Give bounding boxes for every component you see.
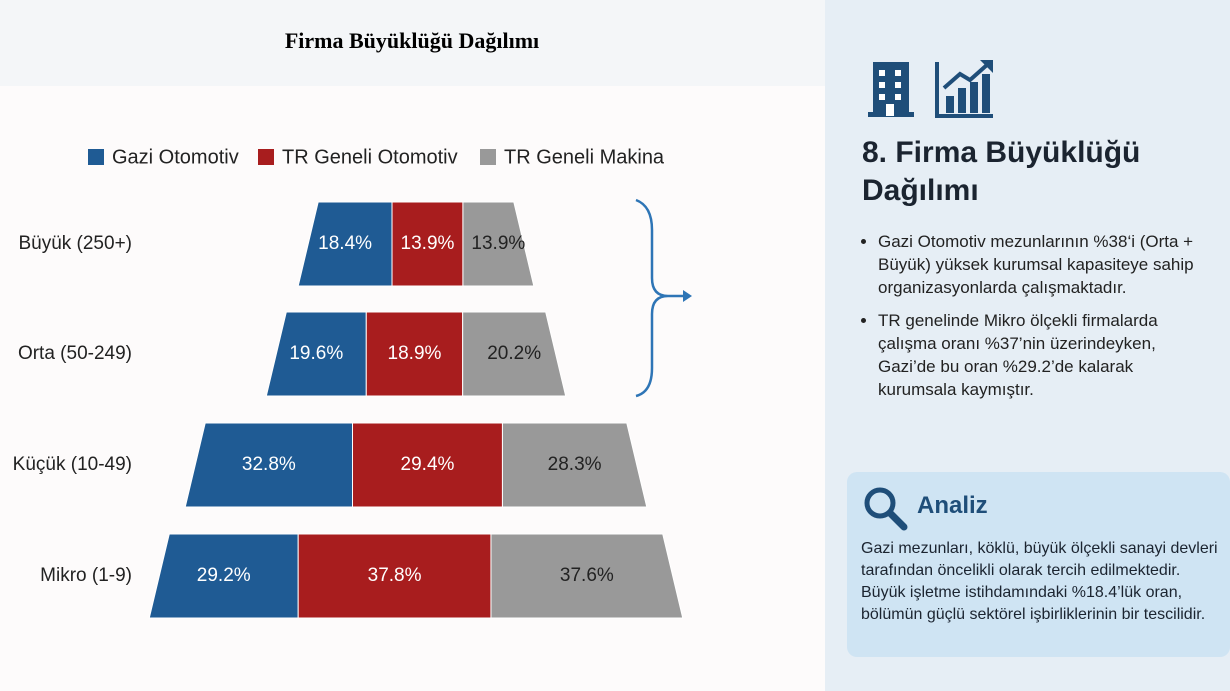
bar-segment — [501, 422, 648, 508]
bullet: Gazi Otomotiv mezunlarının %38‘i (Orta +… — [878, 230, 1208, 299]
value-label: 37.8% — [368, 565, 422, 586]
category-label: Mikro (1-9) — [40, 565, 132, 586]
bullet-list: Gazi Otomotiv mezunlarının %38‘i (Orta +… — [858, 230, 1208, 411]
analysis-text: Gazi mezunları, köklü, büyük ölçekli san… — [861, 540, 1218, 623]
analysis-title: Analiz — [917, 492, 988, 519]
category-label: Büyük (250+) — [18, 233, 132, 254]
search-icon — [864, 487, 908, 531]
value-label: 13.9% — [471, 233, 525, 254]
arrow-head — [683, 290, 692, 302]
legend-swatch — [88, 149, 104, 165]
value-label: 13.9% — [401, 233, 455, 254]
value-label: 19.6% — [289, 343, 343, 364]
category-label: Küçük (10-49) — [13, 454, 132, 475]
bar-segment — [462, 311, 567, 397]
analysis-box: Analiz Gazi mezunları, köklü, büyük ölçe… — [847, 472, 1230, 657]
building-windows — [879, 70, 901, 116]
legend-swatch — [480, 149, 496, 165]
value-label: 29.4% — [401, 454, 455, 475]
value-label: 37.6% — [560, 565, 614, 586]
value-label: 20.2% — [487, 343, 541, 364]
growth-icon — [935, 60, 993, 118]
bullet: TR genelinde Mikro ölçekli firmalarda ça… — [878, 309, 1208, 401]
legend-label: Gazi Otomotiv — [112, 146, 239, 168]
value-label: 18.4% — [318, 233, 372, 254]
bar-segment — [490, 533, 684, 619]
value-label: 18.9% — [388, 343, 442, 364]
legend-label: TR Geneli Makina — [504, 146, 665, 168]
legend-label: TR Geneli Otomotiv — [282, 146, 458, 168]
chart-title: Firma Büyüklüğü Dağılımı — [285, 28, 539, 53]
title-band — [0, 0, 825, 86]
panel-title: 8. Firma Büyüklüğü Dağılımı — [862, 136, 1141, 207]
value-label: 29.2% — [197, 565, 251, 586]
legend-swatch — [258, 149, 274, 165]
value-label: 28.3% — [548, 454, 602, 475]
category-label: Orta (50-249) — [18, 343, 132, 364]
value-label: 32.8% — [242, 454, 296, 475]
bar-segment — [462, 201, 535, 287]
